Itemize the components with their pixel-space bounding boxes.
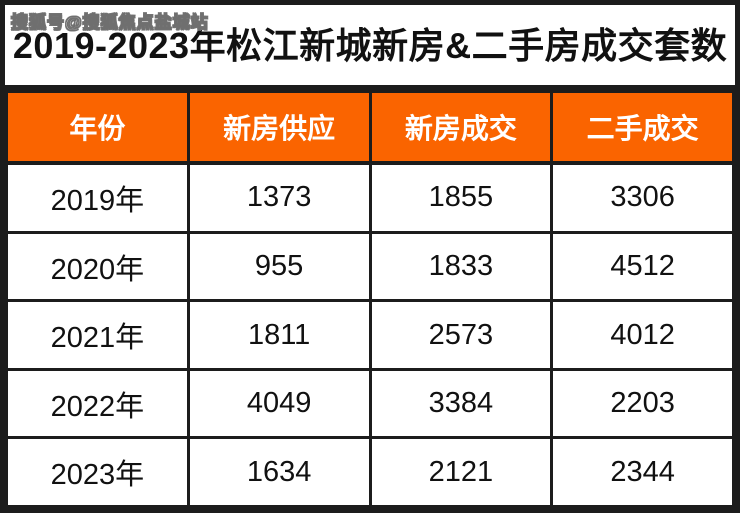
header-cell-secondhand-deals: 二手成交: [550, 89, 735, 165]
header-row: 年份 新房供应 新房成交 二手成交: [5, 89, 735, 165]
table-cell: 1833: [368, 230, 554, 303]
table-row: 2019年 1373 1855 3306: [5, 161, 735, 234]
table-cell: 3306: [550, 161, 735, 234]
table-row: 2021年 1811 2573 4012: [5, 299, 735, 371]
table-cell: 4012: [550, 299, 735, 371]
table-row: 2020年 955 1833 4512: [5, 230, 735, 303]
table-cell: 955: [186, 230, 372, 303]
table-cell: 2344: [550, 436, 735, 508]
table-cell: 3384: [368, 367, 554, 440]
header-cell-year: 年份: [5, 89, 190, 165]
year-cell: 2021年: [5, 299, 190, 371]
transactions-table: 年份 新房供应 新房成交 二手成交 2019年 1373 1855 3306 2…: [5, 89, 735, 508]
title-banner: 搜狐号@搜狐焦点盐城站 2019-2023年松江新城新房&二手房成交套数: [5, 5, 735, 89]
header-cell-new-deals: 新房成交: [368, 89, 554, 165]
table-cell: 2573: [368, 299, 554, 371]
table-cell: 1634: [186, 436, 372, 508]
table-cell: 1855: [368, 161, 554, 234]
table-cell: 1811: [186, 299, 372, 371]
year-cell: 2022年: [5, 367, 190, 440]
year-cell: 2023年: [5, 436, 190, 508]
table-cell: 4512: [550, 230, 735, 303]
page-title: 2019-2023年松江新城新房&二手房成交套数: [12, 25, 728, 66]
table-cell: 2203: [550, 367, 735, 440]
table-cell: 2121: [368, 436, 554, 508]
header-cell-new-supply: 新房供应: [186, 89, 372, 165]
table-cell: 1373: [186, 161, 372, 234]
year-cell: 2019年: [5, 161, 190, 234]
sohu-watermark: 搜狐号@搜狐焦点盐城站: [11, 13, 209, 33]
table-row: 2022年 4049 3384 2203: [5, 367, 735, 440]
table-cell: 4049: [186, 367, 372, 440]
table-row: 2023年 1634 2121 2344: [5, 436, 735, 508]
year-cell: 2020年: [5, 230, 190, 303]
content: 搜狐号@搜狐焦点盐城站 2019-2023年松江新城新房&二手房成交套数 年份 …: [5, 5, 735, 508]
